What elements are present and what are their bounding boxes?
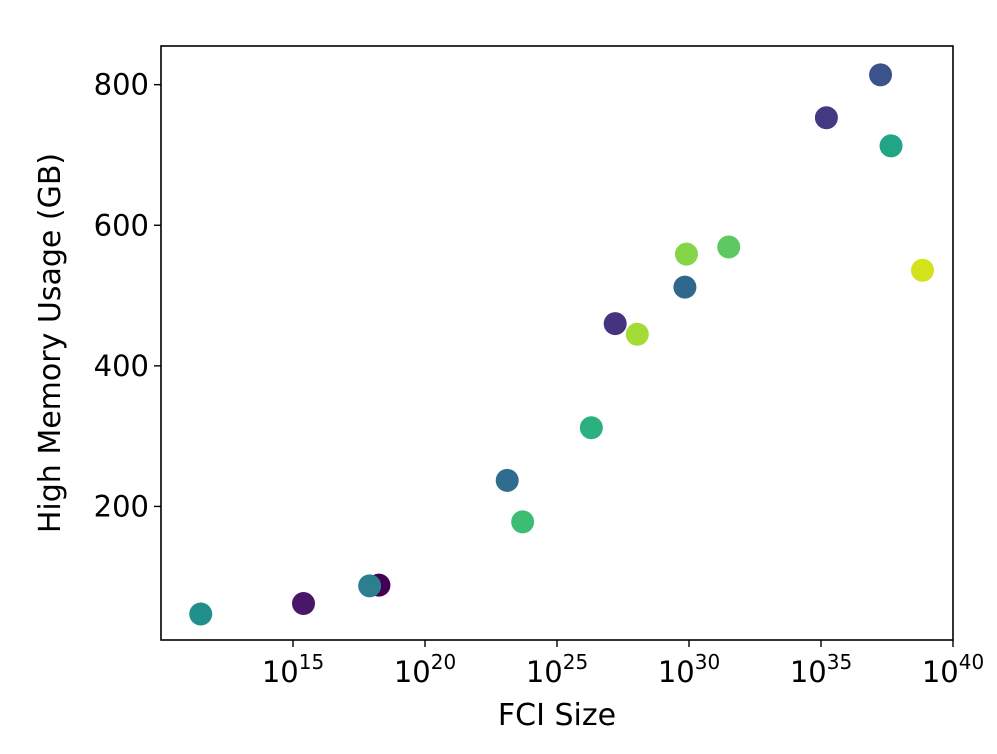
data-point bbox=[579, 416, 603, 440]
x-tick-label: 1030 bbox=[658, 650, 720, 689]
data-point bbox=[292, 591, 316, 615]
x-axis-label: FCI Size bbox=[498, 698, 616, 733]
data-point bbox=[189, 602, 213, 626]
y-tick-label: 800 bbox=[94, 68, 149, 102]
x-tick-label: 1025 bbox=[526, 650, 588, 689]
data-point bbox=[879, 134, 903, 158]
data-point bbox=[495, 468, 519, 492]
data-point bbox=[911, 258, 935, 282]
plot-frame bbox=[160, 45, 954, 641]
data-point bbox=[603, 312, 627, 336]
x-tick-label: 1015 bbox=[262, 650, 324, 689]
y-axis-label: High Memory Usage (GB) bbox=[33, 153, 68, 533]
x-tick-label: 1020 bbox=[394, 650, 456, 689]
data-points bbox=[189, 63, 935, 626]
y-tick-label: 200 bbox=[94, 489, 149, 523]
data-point bbox=[358, 574, 382, 598]
data-point bbox=[814, 106, 838, 130]
x-axis-ticks: 1015 1020 1025 1030 1035 1040 bbox=[262, 640, 984, 689]
y-tick-label: 400 bbox=[94, 349, 149, 383]
data-point bbox=[673, 275, 697, 299]
data-point bbox=[869, 63, 893, 87]
x-tick-label: 1040 bbox=[922, 650, 984, 689]
y-tick-label: 600 bbox=[94, 208, 149, 242]
y-axis-ticks: 200 400 600 800 bbox=[94, 68, 161, 523]
data-point bbox=[717, 235, 741, 259]
data-point bbox=[625, 322, 649, 346]
x-tick-label: 1035 bbox=[790, 650, 852, 689]
data-point bbox=[511, 510, 535, 534]
data-point bbox=[674, 242, 698, 266]
